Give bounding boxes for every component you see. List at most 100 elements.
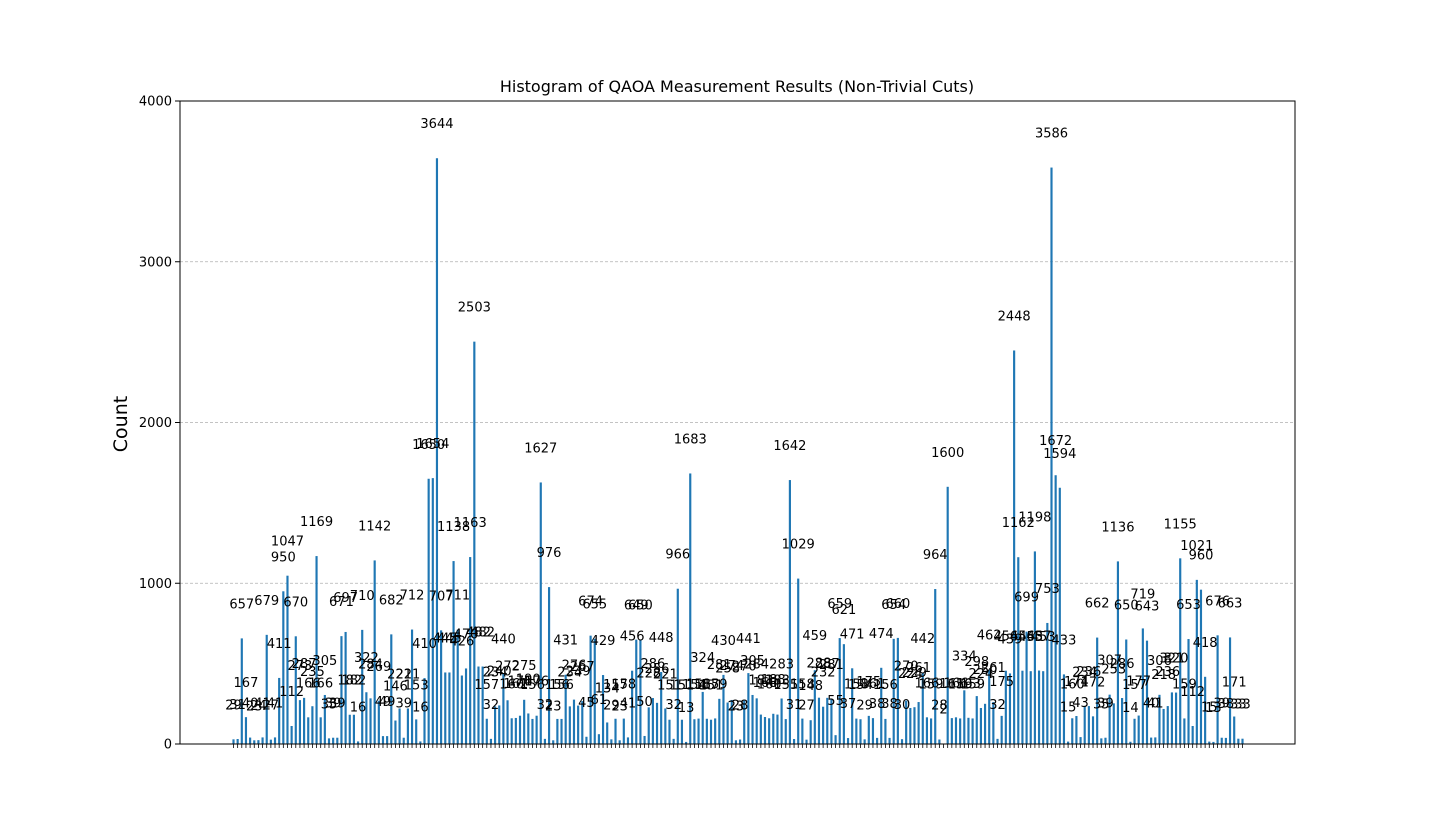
bar-value-label: 163: [956, 677, 981, 692]
bar: [1233, 716, 1236, 744]
bar: [792, 739, 796, 744]
bar: [1029, 671, 1032, 744]
bar: [1000, 715, 1003, 744]
bar: [921, 672, 924, 744]
bar: [390, 634, 393, 744]
bar-value-label: 161: [861, 677, 886, 692]
bar-value-label: 112: [279, 685, 304, 700]
bar: [319, 717, 322, 744]
bar-value-label: 39: [325, 697, 342, 712]
bar: [456, 629, 459, 744]
bar: [1129, 741, 1132, 744]
bar-value-label: 457: [1027, 630, 1052, 645]
bar-value-label: 13: [1205, 701, 1222, 716]
bar-value-label: 274: [719, 659, 744, 674]
bar: [527, 713, 530, 744]
bar-value-label: 157: [603, 678, 628, 693]
bar-value-label: 621: [831, 603, 856, 618]
bar: [618, 740, 621, 744]
bar: [743, 700, 746, 744]
bar: [614, 718, 617, 744]
bar: [917, 702, 920, 744]
bar: [1137, 715, 1140, 744]
bar: [1228, 637, 1232, 744]
bar-value-label: 433: [1052, 633, 1077, 648]
bar-value-label: 156: [873, 678, 898, 693]
y-tick-label: 3000: [139, 255, 172, 270]
bar: [298, 700, 302, 744]
bar: [842, 644, 845, 744]
bar-value-label: 1594: [1043, 447, 1076, 462]
bar-value-label: 49: [379, 695, 396, 710]
bar-value-label: 418: [1193, 636, 1218, 651]
bar: [888, 737, 891, 744]
bar-value-label: 273: [288, 659, 313, 674]
bar-value-label: 236: [1155, 665, 1180, 680]
bar: [772, 713, 775, 744]
bar: [381, 736, 385, 744]
bar-value-label: 151: [670, 679, 695, 694]
bar: [240, 638, 243, 744]
bar-value-label: 650: [1114, 599, 1139, 614]
bar: [1212, 741, 1215, 744]
bar: [1174, 692, 1178, 744]
bar-value-label: 41: [1147, 696, 1164, 711]
bar: [714, 718, 717, 744]
bar-value-label: 158: [844, 678, 869, 693]
bar: [1125, 639, 1128, 744]
bar: [1104, 737, 1107, 744]
bar-value-label: 38: [1218, 697, 1235, 712]
bar-value-label: 41: [254, 696, 271, 711]
bar-value-label: 188: [761, 673, 786, 688]
bar: [273, 737, 277, 744]
bar: [502, 673, 505, 744]
bar: [560, 718, 563, 744]
bar-value-label: 445: [437, 631, 462, 646]
bar-value-label: 38: [869, 697, 886, 712]
bar-value-label: 159: [948, 677, 973, 692]
bar-value-label: 32: [483, 698, 500, 713]
bar-value-label: 166: [915, 676, 940, 691]
bar-value-label: 221: [653, 667, 678, 682]
bar-value-label: 650: [628, 599, 653, 614]
bar-value-label: 320: [1164, 652, 1189, 667]
bar-value-label: 39: [1097, 697, 1114, 712]
bar: [481, 666, 484, 744]
bar-value-label: 281: [707, 658, 732, 673]
bar-value-label: 182: [337, 674, 362, 689]
bar-value-label: 1138: [437, 520, 470, 535]
bar-value-label: 23: [728, 699, 745, 714]
bar-value-label: 1600: [931, 446, 964, 461]
bar: [992, 702, 995, 744]
bar: [552, 740, 555, 744]
bar: [1195, 579, 1198, 744]
bar: [722, 674, 725, 744]
bar-value-label: 288: [807, 657, 832, 672]
bar: [581, 701, 584, 744]
bar: [543, 738, 546, 744]
bar-value-label: 643: [1135, 600, 1160, 615]
bar: [763, 716, 767, 744]
bar-value-label: 679: [254, 594, 279, 609]
bar: [967, 717, 970, 744]
bar-value-label: 234: [1072, 665, 1097, 680]
bar: [498, 705, 501, 744]
bar: [863, 739, 866, 744]
bar: [655, 702, 659, 744]
bar: [1204, 676, 1207, 744]
bar-value-label: 682: [379, 593, 404, 608]
bar-value-label: 37: [840, 697, 857, 712]
bar-value-label: 1029: [782, 538, 815, 553]
bar: [249, 737, 252, 744]
bar: [356, 741, 360, 744]
bar: [1083, 706, 1086, 744]
bar: [1170, 692, 1173, 744]
bar: [340, 636, 343, 744]
bar-value-label: 699: [1014, 591, 1039, 606]
bar: [311, 706, 314, 744]
bar-value-label: 160: [499, 677, 524, 692]
bar-value-label: 960: [1189, 549, 1214, 564]
bar-value-label: 1650: [412, 438, 445, 453]
bar: [971, 718, 974, 744]
bar-value-label: 234: [557, 665, 582, 680]
